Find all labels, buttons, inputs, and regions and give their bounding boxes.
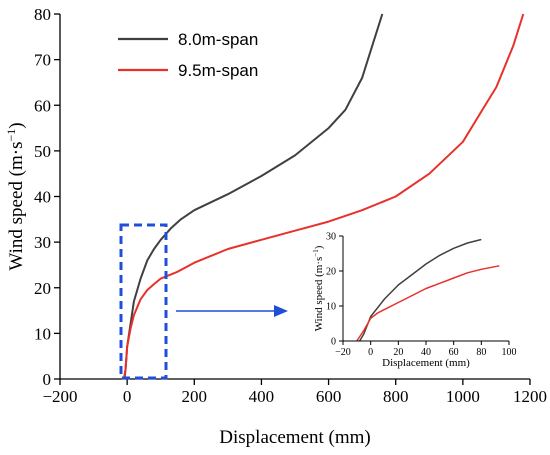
main-x-tick-label: 400: [249, 387, 275, 406]
zoom-arrow: [176, 305, 288, 317]
inset-x-tick-label: 0: [368, 347, 373, 358]
main-plot: −200 0 200 400 600 800 1000 1200010203040506070…: [4, 5, 547, 448]
main-x-axis-title: Displacement (mm): [219, 427, 370, 448]
main-y-tick-label: 70: [34, 51, 51, 70]
inset-y-tick-label: 20: [326, 267, 336, 278]
main-x-tick-label: 0: [123, 387, 132, 406]
main-y-tick-label: 10: [34, 324, 51, 343]
main-x-tick-label: −200: [42, 387, 77, 406]
legend: 8.0m-span 9.5m-span: [118, 30, 258, 80]
inset-y-tick-label: 10: [326, 302, 336, 313]
inset-x-axis-title: Displacement (mm): [382, 357, 470, 369]
main-y-tick-label: 60: [34, 96, 51, 115]
main-x-tick-label: 1000: [446, 387, 480, 406]
legend-label-1: 8.0m-span: [178, 30, 258, 49]
main-y-tick-label: 80: [34, 5, 51, 24]
inset-x-tick-label: 100: [502, 347, 517, 358]
main-series-line-2: [122, 13, 525, 380]
main-y-tick-label: 20: [34, 279, 51, 298]
main-y-tick-label: 40: [34, 188, 51, 207]
inset-y-tick-label: 30: [326, 232, 336, 243]
inset-x-tick-label: 60: [449, 347, 459, 358]
inset-series-line-1: [358, 238, 482, 342]
inset-y-axis-title: Wind speed (m·s−1): [312, 245, 325, 331]
zoom-region-box: [119, 223, 168, 380]
inset-series-line-2: [356, 265, 500, 342]
main-x-tick-label: 200: [182, 387, 208, 406]
main-x-tick-label: 1200: [513, 387, 547, 406]
inset-x-tick-label: −20: [335, 347, 351, 358]
main-y-tick-label: 50: [34, 142, 51, 161]
main-y-tick-label: 0: [43, 370, 52, 389]
main-y-axis-title: Wind speed (m·s−1): [4, 122, 27, 270]
inset-x-tick-label: 20: [393, 347, 403, 358]
main-y-tick-label: 30: [34, 233, 51, 252]
legend-label-2: 9.5m-span: [178, 61, 258, 80]
main-x-tick-label: 600: [316, 387, 342, 406]
main-x-tick-label: 800: [383, 387, 409, 406]
inset-y-tick-label: 0: [331, 337, 336, 348]
inset-x-tick-label: 40: [421, 347, 431, 358]
inset-x-tick-label: 80: [476, 347, 486, 358]
